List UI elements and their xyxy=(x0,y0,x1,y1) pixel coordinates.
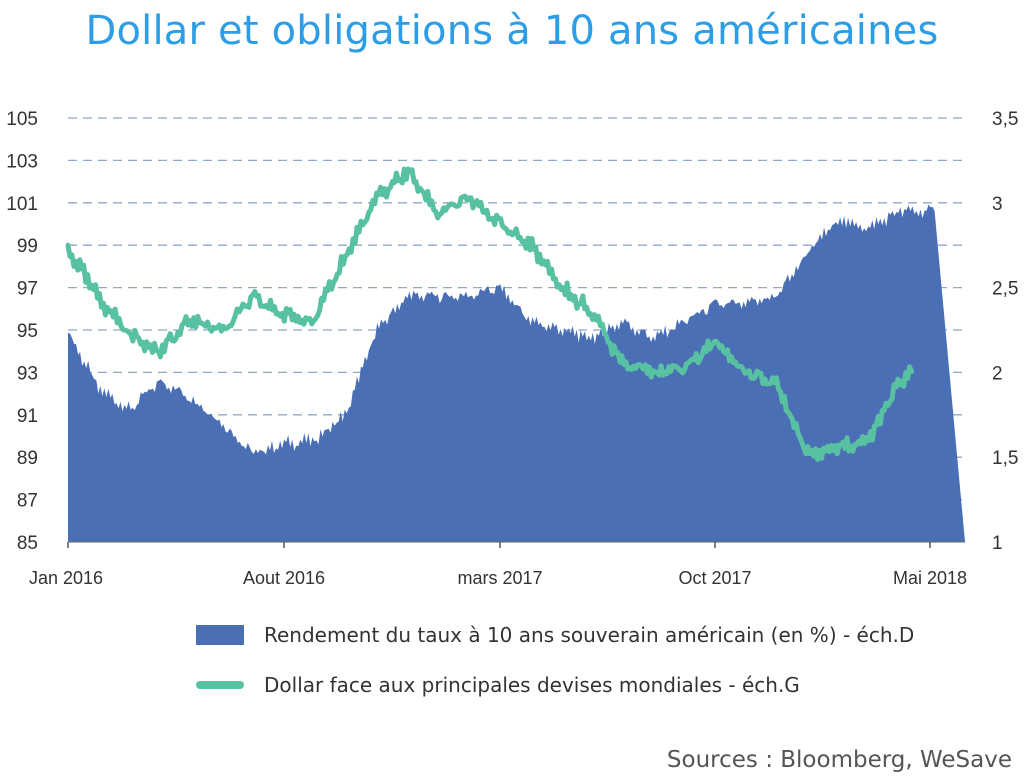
y-right-tick-label: 2,5 xyxy=(992,279,1018,300)
y-left-tick-label: 87 xyxy=(17,491,38,512)
y-right-tick-label: 3 xyxy=(992,194,1003,215)
legend-swatch-yield xyxy=(196,625,244,645)
legend-item-yield: Rendement du taux à 10 ans souverain amé… xyxy=(196,618,914,652)
y-right-tick-label: 1 xyxy=(992,533,1003,554)
y-left-tick-label: 103 xyxy=(6,151,38,172)
y-left-tick-label: 105 xyxy=(6,109,38,130)
x-tick-label: mars 2017 xyxy=(457,568,542,588)
x-tick-label: Mai 2018 xyxy=(893,568,967,588)
chart-title: Dollar et obligations à 10 ans américain… xyxy=(85,8,939,54)
legend: Rendement du taux à 10 ans souverain amé… xyxy=(196,618,914,718)
legend-label-yield: Rendement du taux à 10 ans souverain amé… xyxy=(264,623,915,647)
axes: 85 87 89 91 93 95 97 99 101 103 105 1 1,5 2 2,5 3 3,5 Jan… xyxy=(6,109,1018,588)
yield-area xyxy=(68,204,965,542)
y-right-tick-label: 2 xyxy=(992,363,1003,384)
y-left-tick-label: 95 xyxy=(17,321,38,342)
y-left-tick-label: 97 xyxy=(17,279,38,300)
x-tick-label: Aout 2016 xyxy=(243,568,325,588)
x-tick-label: Jan 2016 xyxy=(29,568,103,588)
y-left-tick-label: 91 xyxy=(17,406,38,427)
legend-item-dollar: Dollar face aux principales devises mond… xyxy=(196,668,914,702)
y-right-tick-label: 1,5 xyxy=(992,448,1018,469)
yield-area-layer xyxy=(68,204,965,542)
dollar-line xyxy=(65,166,915,462)
y-left-tick-label: 101 xyxy=(6,194,38,215)
legend-label-dollar: Dollar face aux principales devises mond… xyxy=(264,673,800,697)
legend-swatch-dollar xyxy=(196,681,244,689)
chart-canvas: 85 87 89 91 93 95 97 99 101 103 105 1 1,5 2 2,5 3 3,5 Jan… xyxy=(6,109,1018,588)
y-left-tick-label: 99 xyxy=(17,236,38,257)
source-note: Sources : Bloomberg, WeSave xyxy=(666,747,1012,773)
dollar-line-layer xyxy=(65,166,915,462)
y-left-tick-label: 85 xyxy=(17,533,38,554)
y-left-tick-label: 93 xyxy=(17,363,38,384)
y-right-tick-label: 3,5 xyxy=(992,109,1018,130)
x-tick-label: Oct 2017 xyxy=(678,568,751,588)
y-left-tick-label: 89 xyxy=(17,448,38,469)
